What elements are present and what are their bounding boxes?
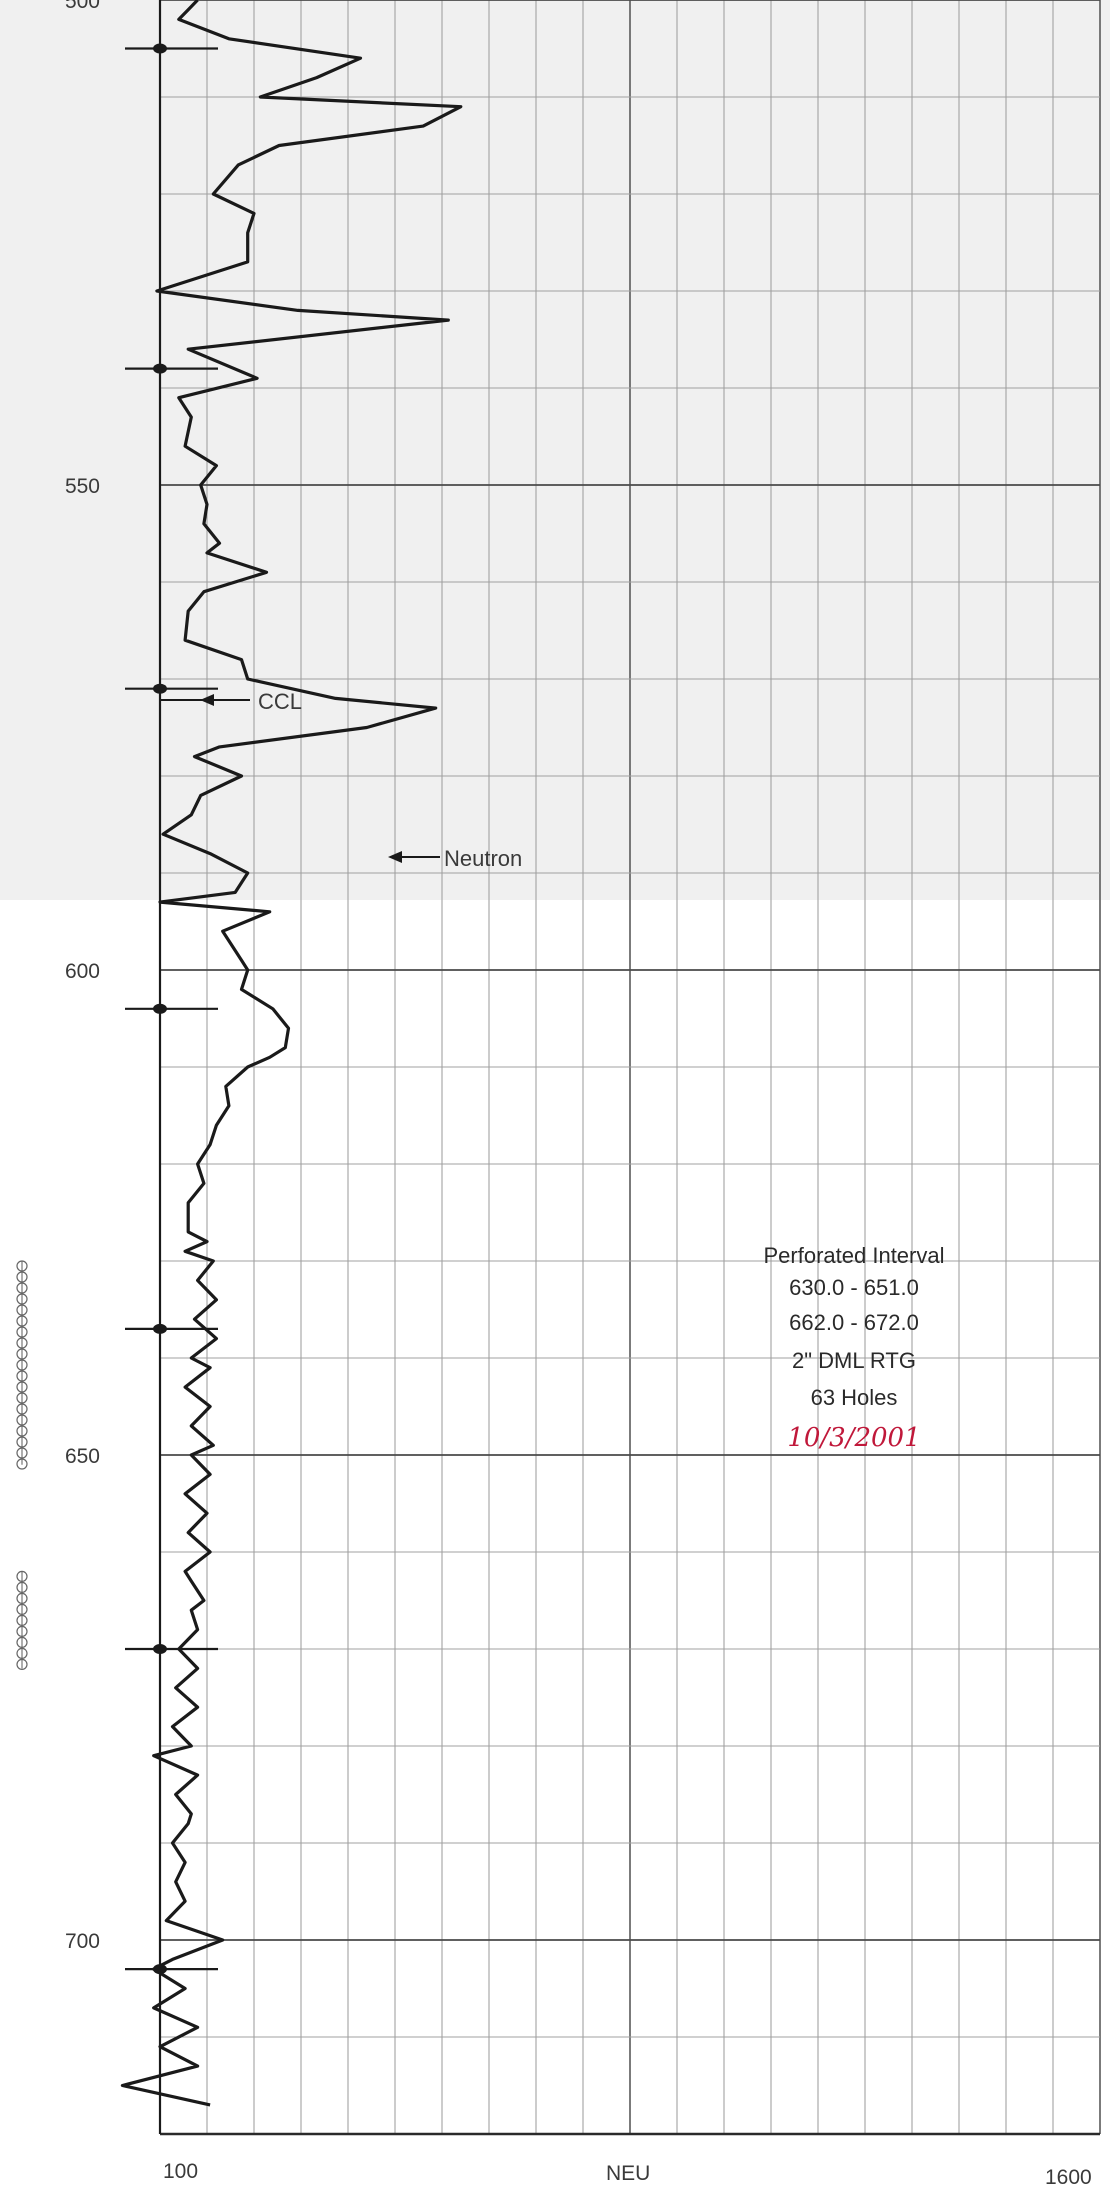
perforation-hole	[16, 1282, 28, 1294]
x-axis-label: NEU	[606, 2162, 650, 2185]
x-tick-label-max: 1600	[1045, 2166, 1092, 2189]
perforation-hole	[16, 1636, 28, 1649]
ccl-collar-mark	[153, 1644, 167, 1654]
perforation-hole	[16, 1260, 28, 1272]
perforation-note-line-3: 662.0 - 672.0	[789, 1310, 919, 1335]
perforation-hole	[16, 1304, 28, 1316]
depth-label-550: 550	[65, 475, 100, 498]
bleed-through-shadow	[0, 0, 1110, 900]
perforation-note-line-4: 2" DML RTG	[792, 1348, 916, 1373]
perforation-hole	[16, 1370, 28, 1382]
perforation-hole	[16, 1326, 28, 1338]
depth-label-600: 600	[65, 960, 100, 983]
perforation-note: Perforated Interval 630.0 - 651.0 662.0 …	[764, 1243, 945, 1453]
depth-labels: 500 550 600 650 700	[65, 0, 100, 1953]
perforation-hole	[16, 1381, 28, 1393]
neutron-curve	[120, 0, 463, 2107]
grid	[159, 0, 1101, 2136]
perforation-hole	[16, 1403, 28, 1415]
perforation-hole	[16, 1570, 28, 1583]
perforation-note-line-2: 630.0 - 651.0	[789, 1275, 919, 1300]
ccl-track	[125, 0, 218, 2134]
ccl-collar-mark	[153, 683, 167, 694]
perforation-hole	[16, 1293, 28, 1305]
perforation-hole	[16, 1425, 28, 1437]
perforation-hole	[16, 1315, 28, 1327]
ccl-label: CCL	[258, 689, 302, 714]
perforation-hole	[16, 1658, 28, 1671]
handwritten-date: 10/3/2001	[787, 1423, 920, 1453]
perforation-hole	[16, 1414, 28, 1426]
ccl-annotation: CCL	[160, 689, 302, 714]
perforation-markers	[16, 1260, 28, 1671]
perforation-hole	[16, 1271, 28, 1283]
perforation-hole	[16, 1458, 28, 1470]
neutron-annotation: Neutron	[388, 846, 522, 871]
ccl-collar-mark	[153, 363, 167, 374]
x-tick-label-min: 100	[163, 2160, 198, 2183]
depth-label-700: 700	[65, 1930, 100, 1953]
perforation-hole	[16, 1337, 28, 1349]
perforation-hole	[16, 1581, 28, 1594]
perforation-hole	[16, 1436, 28, 1448]
ccl-collar-mark	[153, 43, 167, 54]
perforation-hole	[16, 1647, 28, 1660]
perforation-note-line-1: Perforated Interval	[764, 1243, 945, 1268]
perforation-hole	[16, 1614, 28, 1627]
neutron-label: Neutron	[444, 846, 522, 871]
perforation-hole	[16, 1392, 28, 1404]
depth-label-650: 650	[65, 1445, 100, 1468]
ccl-collar-mark	[153, 1323, 167, 1334]
ccl-collar-mark	[153, 1003, 167, 1014]
perforation-hole	[16, 1359, 28, 1371]
depth-label-500: 500	[65, 0, 100, 13]
perforation-hole	[16, 1447, 28, 1459]
perforation-hole	[16, 1625, 28, 1638]
perforation-hole	[16, 1592, 28, 1605]
perforation-hole	[16, 1603, 28, 1616]
perforation-note-line-5: 63 Holes	[811, 1385, 898, 1410]
perforation-hole	[16, 1348, 28, 1360]
